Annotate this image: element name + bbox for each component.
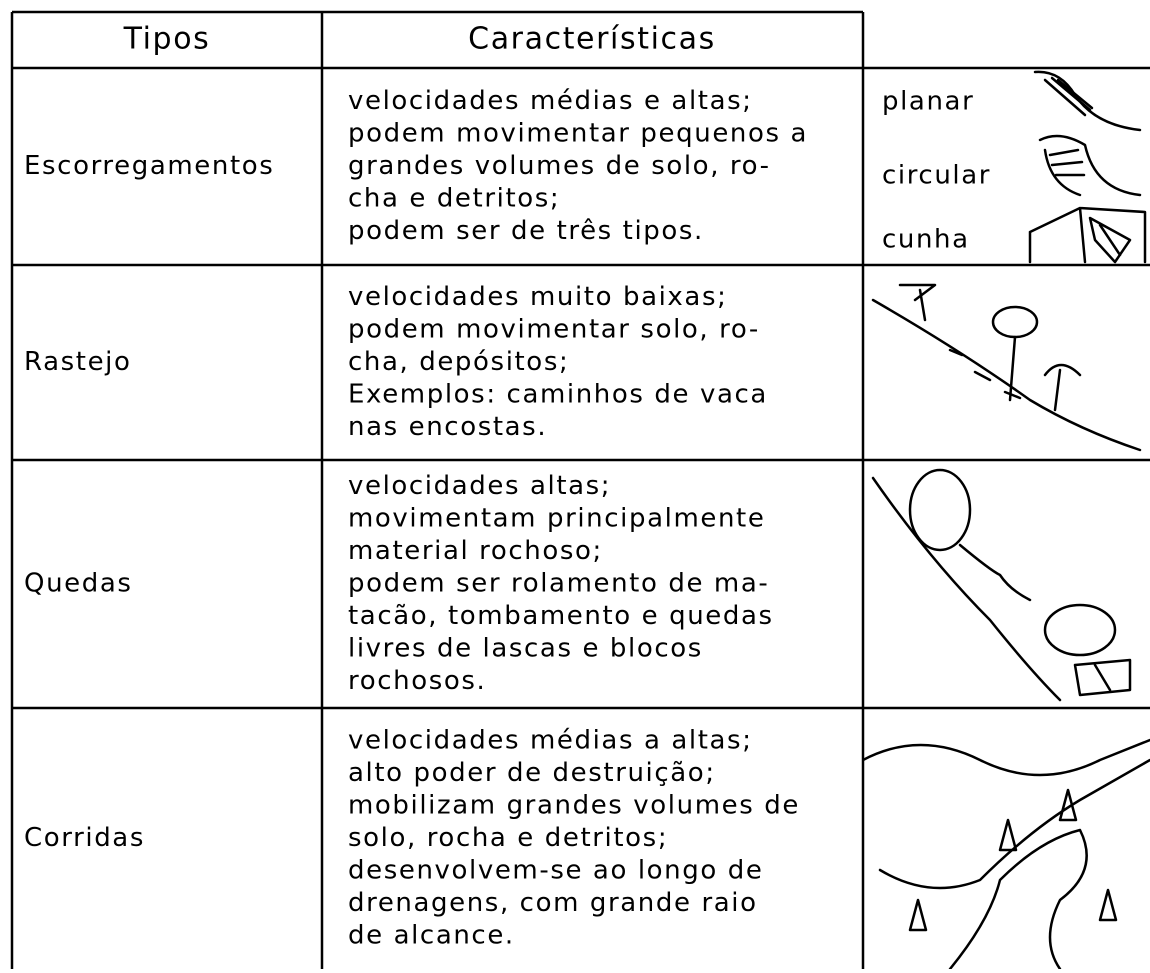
tipo-cell: Quedas [24, 569, 133, 599]
header-cell: Tipos [123, 22, 211, 57]
tipo-cell: Rastejo [24, 347, 132, 377]
caracteristica-line: cha e detritos; [348, 184, 560, 214]
sketch-label: circular [882, 161, 991, 191]
caracteristica-line: Exemplos: caminhos de vaca [348, 380, 768, 410]
tipo-cell: Escorregamentos [24, 151, 274, 181]
caracteristica-line: podem movimentar solo, ro- [348, 315, 760, 345]
caracteristica-line: material rochoso; [348, 536, 603, 566]
sketch-cunha [1028, 206, 1147, 264]
caracteristica-line: velocidades muito baixas; [348, 282, 727, 312]
caracteristica-line: grandes volumes de solo, ro- [348, 151, 771, 181]
caracteristica-line: de alcance. [348, 921, 515, 951]
sketch-circular [1038, 134, 1142, 197]
sketch-corridas [863, 738, 1150, 969]
header-cell: Características [468, 22, 716, 57]
sketch-quedas [871, 468, 1132, 702]
caracteristica-line: cha, depósitos; [348, 347, 569, 377]
caracteristica-line: drenagens, com grande raio [348, 888, 758, 918]
sketch-rastejo [871, 283, 1142, 452]
caracteristica-line: tacão, tombamento e quedas [348, 601, 774, 631]
caracteristica-line: movimentam principalmente [348, 504, 765, 534]
table-rules [10, 10, 1150, 969]
sketch-planar [1033, 70, 1142, 132]
sketch-label: planar [882, 87, 974, 117]
caracteristica-line: solo, rocha e detritos; [348, 823, 668, 853]
caracteristica-line: nas encostas. [348, 412, 547, 442]
caracteristica-line: velocidades altas; [348, 471, 611, 501]
sketch-label: cunha [882, 225, 970, 255]
caracteristica-line: podem movimentar pequenos a [348, 119, 808, 149]
caracteristica-line: podem ser de três tipos. [348, 216, 704, 246]
caracteristica-line: mobilizam grandes volumes de [348, 791, 800, 821]
caracteristica-line: livres de lascas e blocos [348, 634, 703, 664]
caracteristica-line: velocidades médias e altas; [348, 86, 753, 116]
caracteristica-line: desenvolvem-se ao longo de [348, 856, 763, 886]
caracteristica-line: alto poder de destruição; [348, 758, 716, 788]
tipo-cell: Corridas [24, 823, 145, 853]
caracteristica-line: velocidades médias a altas; [348, 726, 753, 756]
caracteristica-line: podem ser rolamento de ma- [348, 569, 769, 599]
caracteristica-line: rochosos. [348, 666, 486, 696]
